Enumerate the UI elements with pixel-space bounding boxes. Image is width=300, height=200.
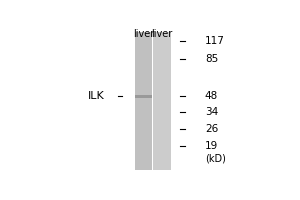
Bar [153,32,171,170]
Text: 85: 85 [205,54,218,64]
Text: 117: 117 [205,36,225,46]
Bar [135,32,152,170]
Text: 34: 34 [205,107,218,117]
Text: liver: liver [133,29,154,39]
Bar [135,95,152,98]
Text: ILK: ILK [88,91,105,101]
Text: 48: 48 [205,91,218,101]
Text: (kD): (kD) [205,154,226,164]
Text: 19: 19 [205,141,218,151]
Text: liver: liver [151,29,172,39]
Text: 26: 26 [205,124,218,134]
